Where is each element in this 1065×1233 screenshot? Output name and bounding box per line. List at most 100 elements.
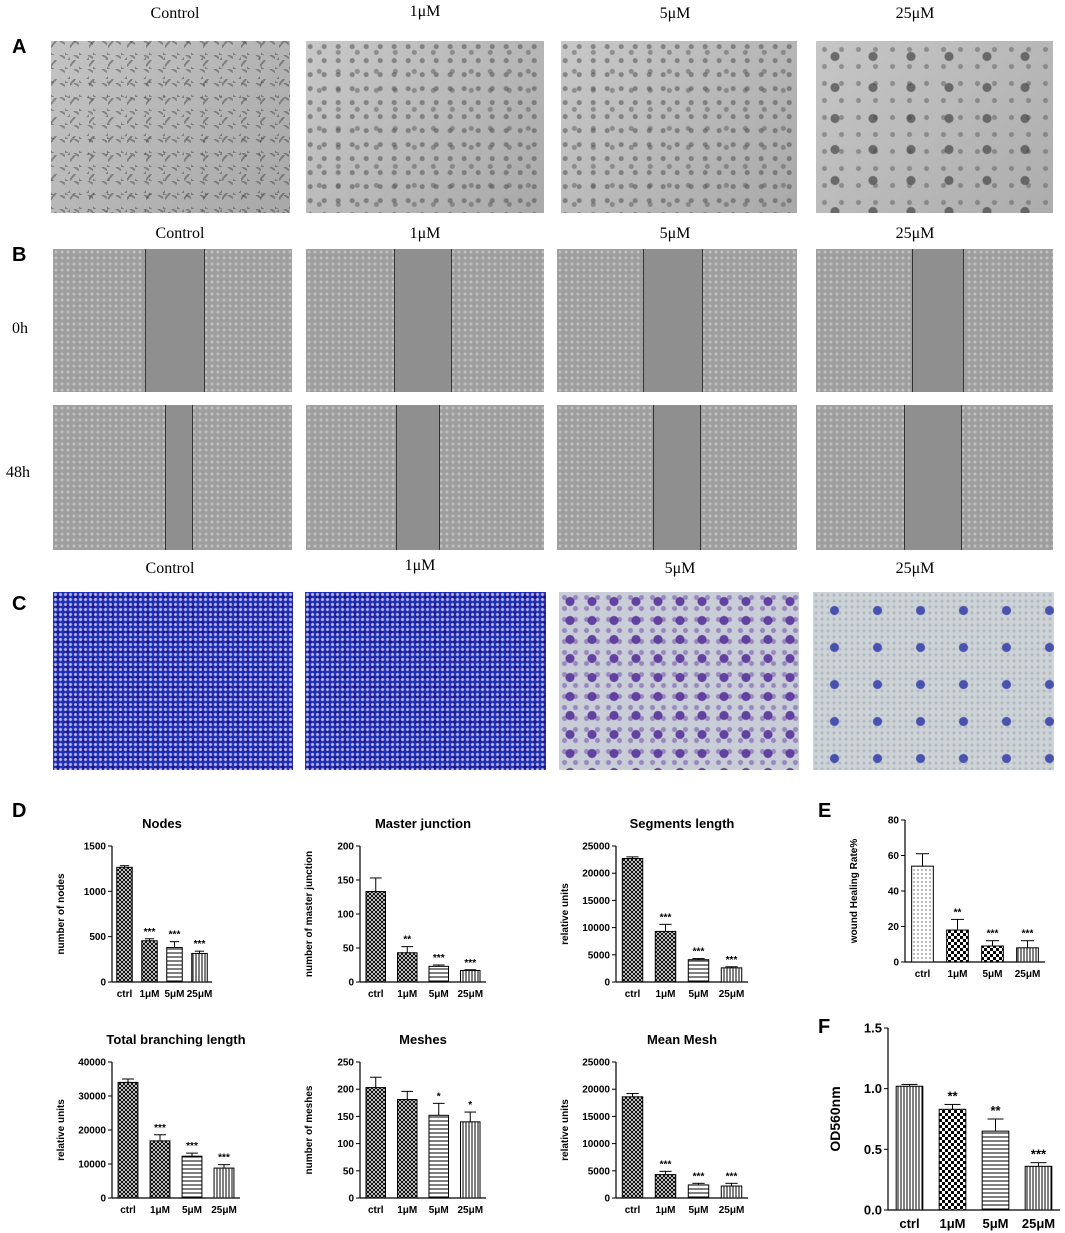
panel-a-col-control: Control bbox=[150, 5, 200, 22]
category-label: 1μM bbox=[150, 1205, 170, 1216]
chart-title: Mean Mesh bbox=[647, 1032, 717, 1047]
category-label: 5μM bbox=[688, 1205, 708, 1216]
category-label: 5μM bbox=[688, 989, 708, 1000]
tube-formation-image-25um bbox=[816, 41, 1053, 213]
bar bbox=[938, 1108, 967, 1211]
significance-label: *** bbox=[1031, 1147, 1047, 1162]
y-axis-label: number of master junction bbox=[304, 851, 315, 977]
panel-letter-f: F bbox=[818, 1016, 831, 1038]
significance-label: *** bbox=[726, 1171, 738, 1182]
transwell-image-25um bbox=[813, 592, 1054, 770]
y-tick-label: 0 bbox=[100, 1194, 106, 1205]
category-label: 5μM bbox=[982, 969, 1002, 980]
y-tick-label: 80 bbox=[888, 816, 900, 827]
significance-label: *** bbox=[218, 1153, 230, 1164]
y-tick-label: 50 bbox=[343, 1166, 355, 1177]
category-label: 1μM bbox=[655, 1205, 675, 1216]
panel-letter-d: D bbox=[12, 800, 27, 822]
y-tick-label: 0 bbox=[604, 978, 610, 989]
panel-b-col-5um: 5μM bbox=[659, 225, 691, 242]
transwell-image-1um bbox=[305, 592, 546, 770]
significance-label: *** bbox=[154, 1123, 166, 1134]
y-tick-label: 15000 bbox=[582, 896, 610, 907]
y-axis-label: relative units bbox=[560, 883, 571, 945]
y-tick-label: 0 bbox=[100, 978, 106, 989]
significance-label: ** bbox=[990, 1103, 1001, 1118]
panel-a-col-25um: 25μM bbox=[895, 5, 935, 22]
y-axis-label: wound Healing Rate% bbox=[849, 839, 860, 945]
wound-image-25um-0h bbox=[816, 249, 1053, 392]
panel-b-col-control: Control bbox=[155, 225, 205, 242]
y-tick-label: 20000 bbox=[582, 1085, 610, 1096]
panel-b-row-48h: 48h bbox=[6, 464, 30, 481]
bar bbox=[895, 1085, 924, 1211]
panel-c-col-25um: 25μM bbox=[895, 560, 935, 577]
y-axis-label: number of nodes bbox=[56, 873, 67, 955]
significance-label: *** bbox=[693, 947, 705, 958]
panel-c-col-1um: 1μM bbox=[404, 557, 436, 574]
category-label: 25μM bbox=[457, 1205, 483, 1216]
y-tick-label: 100 bbox=[337, 1139, 354, 1150]
y-axis-label: OD560nm bbox=[827, 1086, 843, 1151]
y-tick-label: 0 bbox=[893, 958, 899, 969]
y-tick-label: 0 bbox=[348, 978, 354, 989]
category-label: ctrl bbox=[368, 1205, 384, 1216]
y-axis-label: number of meshes bbox=[304, 1085, 315, 1174]
category-label: 5μM bbox=[429, 1205, 449, 1216]
chart-title: Meshes bbox=[399, 1032, 447, 1047]
y-tick-label: 50 bbox=[343, 944, 355, 955]
panel-b-row-0h: 0h bbox=[12, 320, 28, 337]
category-label: 25μM bbox=[719, 1205, 745, 1216]
category-label: ctrl bbox=[120, 1205, 136, 1216]
y-tick-label: 1.5 bbox=[864, 1021, 882, 1036]
significance-label: ** bbox=[954, 907, 962, 918]
category-label: 1μM bbox=[939, 1216, 965, 1231]
y-tick-label: 0 bbox=[604, 1194, 610, 1205]
y-tick-label: 0 bbox=[348, 1194, 354, 1205]
category-label: 1μM bbox=[397, 989, 417, 1000]
significance-label: *** bbox=[726, 955, 738, 966]
chart-title: Nodes bbox=[142, 816, 182, 831]
wound-image-5um-48h bbox=[557, 405, 797, 550]
y-tick-label: 150 bbox=[337, 876, 354, 887]
y-tick-label: 20000 bbox=[78, 1126, 106, 1137]
panel-b-col-1um: 1μM bbox=[409, 225, 441, 242]
wound-image-5um-0h bbox=[557, 249, 797, 392]
panel-letter-b: B bbox=[12, 244, 27, 266]
panel-a-col-1um: 1μM bbox=[409, 3, 441, 20]
category-label: ctrl bbox=[625, 1205, 641, 1216]
tube-formation-image-1um bbox=[306, 41, 544, 213]
category-label: 5μM bbox=[429, 989, 449, 1000]
y-tick-label: 20000 bbox=[582, 869, 610, 880]
category-label: ctrl bbox=[368, 989, 384, 1000]
category-label: 1μM bbox=[947, 969, 967, 980]
tube-formation-image-5um bbox=[561, 41, 797, 213]
y-tick-label: 200 bbox=[337, 1085, 354, 1096]
wound-image-25um-48h bbox=[816, 405, 1053, 550]
significance-label: *** bbox=[169, 930, 181, 941]
significance-label: *** bbox=[660, 912, 672, 923]
category-label: 5μM bbox=[182, 1205, 202, 1216]
y-tick-label: 200 bbox=[337, 842, 354, 853]
significance-label: * bbox=[468, 1100, 472, 1111]
category-label: 5μM bbox=[982, 1216, 1008, 1231]
significance-label: *** bbox=[464, 958, 476, 969]
significance-label: *** bbox=[693, 1171, 705, 1182]
significance-label: *** bbox=[186, 1141, 198, 1152]
significance-label: ** bbox=[947, 1088, 958, 1103]
category-label: ctrl bbox=[625, 989, 641, 1000]
significance-label: *** bbox=[987, 929, 999, 940]
wound-image-control-48h bbox=[53, 405, 292, 550]
transwell-image-control bbox=[53, 592, 293, 770]
y-tick-label: 250 bbox=[337, 1058, 354, 1069]
significance-label: *** bbox=[144, 927, 156, 938]
bar bbox=[1024, 1165, 1053, 1211]
y-tick-label: 15000 bbox=[582, 1112, 610, 1123]
category-label: ctrl bbox=[915, 969, 931, 980]
y-tick-label: 5000 bbox=[588, 950, 611, 961]
